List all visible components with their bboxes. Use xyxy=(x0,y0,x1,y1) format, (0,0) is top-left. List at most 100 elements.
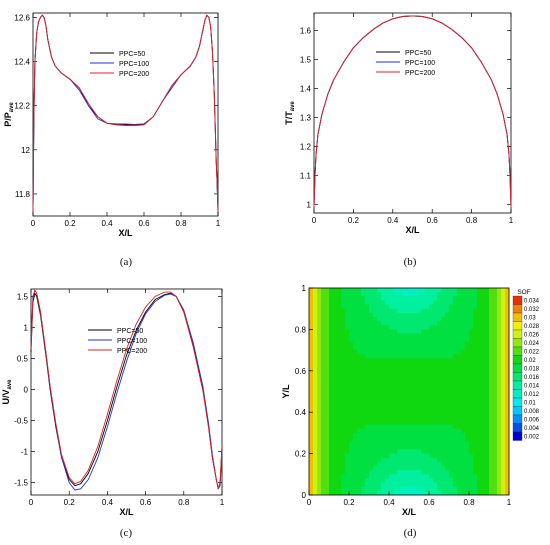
contour-cell xyxy=(441,337,446,343)
contour-cell xyxy=(365,354,370,359)
contour-cell xyxy=(389,395,394,401)
contour-cell xyxy=(425,395,430,401)
contour-cell xyxy=(333,358,338,363)
legend-label: PPC=200 xyxy=(119,71,149,78)
contour-cell xyxy=(477,337,482,343)
contour-cell xyxy=(341,374,346,380)
contour-cell xyxy=(417,316,422,322)
contour-cell xyxy=(497,445,502,450)
contour-cell xyxy=(485,478,490,483)
contour-cell xyxy=(397,354,402,359)
contour-cell xyxy=(481,461,486,467)
contour-cell xyxy=(389,391,394,397)
contour-cell xyxy=(313,304,318,310)
contour-cell xyxy=(393,387,398,392)
contour-cell xyxy=(309,383,314,388)
contour-cell xyxy=(453,312,458,318)
contour-cell xyxy=(337,403,342,409)
contour-cell xyxy=(437,362,442,368)
contour-cell xyxy=(385,428,390,434)
series-line-ppc-200 xyxy=(32,14,219,212)
contour-cell xyxy=(353,379,358,384)
contour-cell xyxy=(317,358,322,363)
contour-cell xyxy=(453,379,458,384)
contour-cell xyxy=(421,416,426,421)
contour-cell xyxy=(437,308,442,314)
contour-cell xyxy=(345,412,350,417)
contour-cell xyxy=(385,453,390,459)
contour-cell xyxy=(397,416,402,421)
contour-cell xyxy=(453,408,458,413)
contour-cell xyxy=(353,445,358,450)
contour-cell xyxy=(433,482,438,488)
contour-cell xyxy=(445,387,450,392)
contour-cell xyxy=(461,292,466,297)
contour-cell xyxy=(437,470,442,475)
contour-cell xyxy=(337,333,342,339)
contour-cell xyxy=(501,333,506,339)
contour-cell xyxy=(457,478,462,483)
contour-cell xyxy=(337,292,342,297)
colorbar-swatch xyxy=(512,295,523,305)
contour-cell xyxy=(337,358,342,363)
contour-cell xyxy=(449,399,454,405)
contour-cell xyxy=(433,374,438,380)
contour-cell xyxy=(405,445,410,450)
contour-cell xyxy=(413,490,418,495)
contour-cell xyxy=(409,358,414,363)
contour-cell xyxy=(437,333,442,339)
contour-cell xyxy=(361,486,366,492)
contour-cell xyxy=(329,300,334,305)
contour-cell xyxy=(341,345,346,351)
contour-cell xyxy=(421,300,426,305)
contour-cell xyxy=(445,424,450,430)
contour-cell xyxy=(377,403,382,409)
contour-cell xyxy=(489,358,494,363)
contour-cell xyxy=(425,478,430,483)
contour-cell xyxy=(369,316,374,322)
contour-cell xyxy=(345,453,350,459)
contour-cell xyxy=(457,408,462,413)
contour-cell xyxy=(461,345,466,351)
contour-cell xyxy=(313,399,318,405)
contour-cell xyxy=(377,424,382,430)
contour-cell xyxy=(377,490,382,495)
contour-cell xyxy=(429,441,434,446)
contour-cell xyxy=(365,379,370,384)
contour-cell xyxy=(437,288,442,293)
contour-cell xyxy=(333,379,338,384)
contour-cell xyxy=(445,370,450,376)
contour-cell xyxy=(313,470,318,475)
contour-cell xyxy=(489,428,494,434)
contour-cell xyxy=(393,420,398,426)
contour-cell xyxy=(381,408,386,413)
contour-cell xyxy=(429,482,434,488)
contour-cell xyxy=(473,470,478,475)
contour-cell xyxy=(461,466,466,471)
contour-cell xyxy=(345,437,350,442)
contour-cell xyxy=(433,453,438,459)
contour-cell xyxy=(313,292,318,297)
colorbar-swatch xyxy=(512,414,523,424)
contour-cell xyxy=(489,466,494,471)
contour-cell xyxy=(477,308,482,314)
contour-cell xyxy=(333,370,338,376)
contour-cell xyxy=(325,403,330,409)
contour-cell xyxy=(481,366,486,372)
contour-cell xyxy=(433,358,438,363)
contour-cell xyxy=(473,345,478,351)
contour-cell xyxy=(377,420,382,426)
contour-cell xyxy=(425,321,430,326)
contour-cell xyxy=(321,403,326,409)
contour-cell xyxy=(469,358,474,363)
contour-cell xyxy=(437,474,442,479)
contour-cell xyxy=(349,379,354,384)
contour-cell xyxy=(337,362,342,368)
contour-cell xyxy=(361,383,366,388)
contour-cell xyxy=(369,321,374,326)
contour-cell xyxy=(345,466,350,471)
contour-cell xyxy=(381,325,386,330)
contour-cell xyxy=(393,412,398,417)
contour-cell xyxy=(449,300,454,305)
